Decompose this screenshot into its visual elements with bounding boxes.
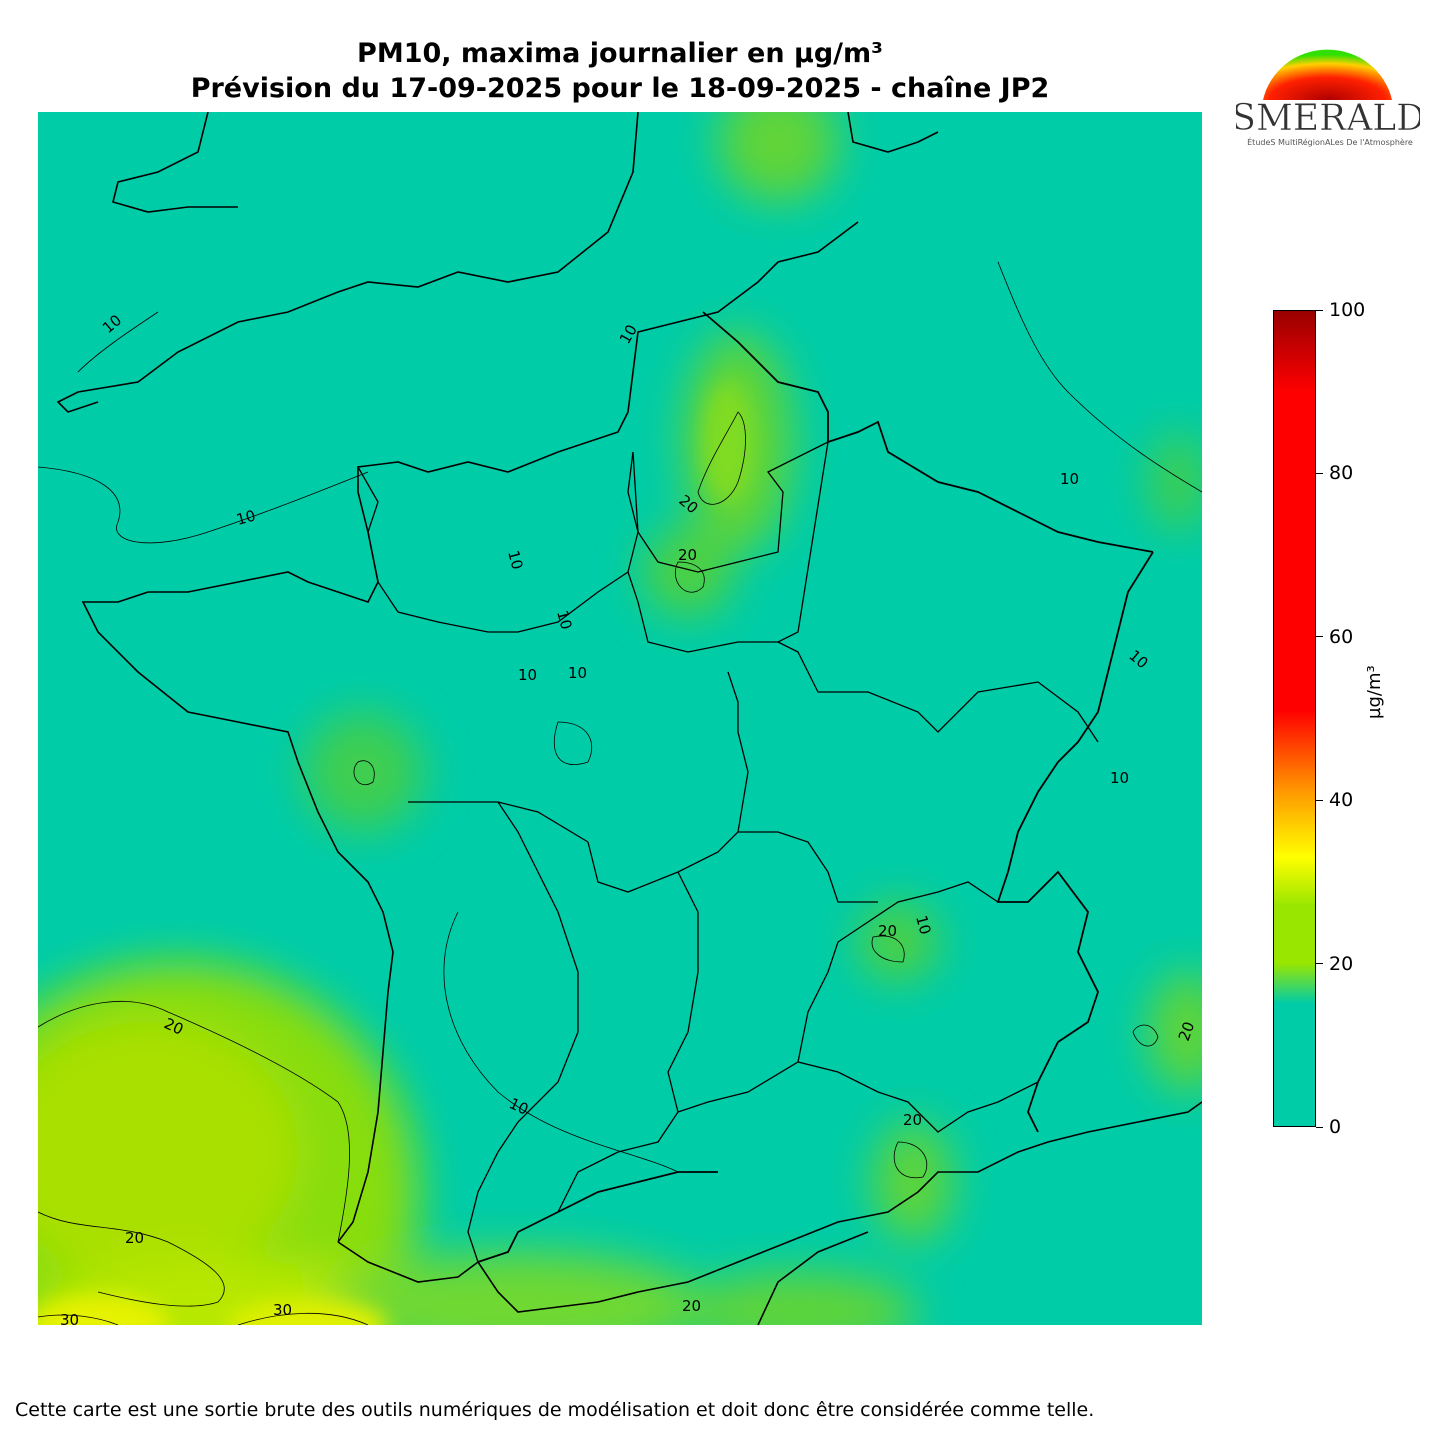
contour-label: 20 [878, 922, 897, 940]
colorbar [1273, 310, 1316, 1127]
colorbar-tick-label: 100 [1329, 299, 1366, 321]
contour-label: 10 [1110, 769, 1129, 787]
contour-label: 10 [504, 548, 526, 571]
esmeralda-logo: ESMERALDA [1236, 49, 1420, 139]
contour-label: 30 [273, 1301, 292, 1319]
logo-subtitle: ÉtudeS MultiRégionALes De l'Atmosphère [1247, 138, 1413, 147]
disclaimer-footer: Cette carte est une sortie brute des out… [15, 1399, 1095, 1421]
colorbar-tick [1316, 1126, 1323, 1128]
colorbar-unit: µg/m³ [1364, 665, 1385, 719]
contour-label: 10 [912, 913, 934, 936]
colorbar-tick [1316, 309, 1323, 311]
contour-label: 20 [903, 1111, 922, 1129]
colorbar-tick [1316, 799, 1323, 801]
contour-label: 10 [1060, 470, 1079, 488]
logo-text: ESMERALDA [1236, 98, 1420, 139]
concentration-field [38, 112, 1202, 1325]
region-borders [357, 441, 1099, 1263]
contour-lines [38, 261, 1202, 1325]
coastlines [56, 112, 1202, 1325]
contour-label: 20 [682, 1297, 701, 1315]
contour-label: 10 [234, 507, 257, 529]
contour-label: 10 [518, 666, 537, 684]
colorbar-tick-label: 0 [1329, 1116, 1342, 1138]
colorbar-tick-label: 20 [1329, 952, 1354, 975]
contour-label: 20 [1175, 1019, 1198, 1043]
colorbar-tick [1316, 472, 1323, 474]
map-subtitle: Prévision du 17-09-2025 pour le 18-09-20… [190, 73, 1050, 104]
national-borders [477, 311, 1154, 1263]
colorbar-tick-label: 40 [1329, 789, 1354, 812]
colorbar-tick-label: 80 [1329, 462, 1354, 485]
colorbar-tick [1316, 636, 1323, 638]
contour-label: 30 [60, 1311, 79, 1325]
map-title: PM10, maxima journalier en µg/m³ [357, 38, 883, 69]
contour-label: 20 [678, 546, 697, 564]
colorbar-tick [1316, 963, 1323, 965]
contour-label: 10 [568, 664, 587, 682]
pm10-map: 10 10 10 10 10 10 10 10 10 10 10 10 20 2… [38, 112, 1202, 1325]
contour-label: 20 [125, 1229, 144, 1247]
colorbar-tick-label: 60 [1329, 625, 1354, 648]
contour-label: 10 [553, 608, 575, 631]
